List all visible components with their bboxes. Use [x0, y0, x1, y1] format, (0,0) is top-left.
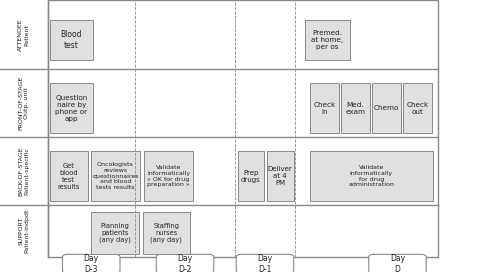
Text: Check
in: Check in [314, 102, 336, 115]
Text: Day
D-3: Day D-3 [84, 254, 99, 272]
Text: Check
out: Check out [406, 102, 428, 115]
Text: Day
D: Day D [390, 254, 405, 272]
FancyBboxPatch shape [142, 212, 190, 254]
FancyBboxPatch shape [156, 254, 214, 272]
FancyBboxPatch shape [341, 83, 370, 133]
Text: Staffing
nurses
(any day): Staffing nurses (any day) [150, 223, 182, 243]
Text: Chemo: Chemo [374, 105, 399, 111]
Text: Planning
patients
(any day): Planning patients (any day) [99, 223, 130, 243]
Text: Day
D-1: Day D-1 [258, 254, 272, 272]
FancyBboxPatch shape [62, 254, 120, 272]
FancyBboxPatch shape [50, 151, 88, 201]
Text: Validate
informatically
for drug
administration: Validate informatically for drug adminis… [348, 165, 394, 187]
Text: BACK-OF-STAGE
Patient-specific: BACK-OF-STAGE Patient-specific [18, 147, 29, 196]
FancyBboxPatch shape [310, 151, 432, 201]
Bar [48, 0, 438, 257]
Text: Question
naire by
phone or
app: Question naire by phone or app [55, 95, 88, 122]
FancyBboxPatch shape [236, 254, 294, 272]
FancyBboxPatch shape [50, 83, 92, 133]
Text: SUPPORT
Patient-indpdt: SUPPORT Patient-indpdt [18, 209, 29, 254]
Text: Blood
test: Blood test [60, 30, 82, 50]
FancyBboxPatch shape [91, 212, 138, 254]
Text: FRONT-OF-STAGE
Outp. unit: FRONT-OF-STAGE Outp. unit [18, 76, 29, 131]
FancyBboxPatch shape [144, 151, 193, 201]
Text: Oncologists
reviews
questionnaires
and blood
tests results: Oncologists reviews questionnaires and b… [92, 162, 139, 190]
Text: Med.
exam: Med. exam [346, 102, 366, 115]
FancyBboxPatch shape [50, 20, 92, 60]
Text: Prep
drugs: Prep drugs [241, 170, 260, 183]
FancyBboxPatch shape [403, 83, 432, 133]
Text: Deliver
at 4
PM: Deliver at 4 PM [268, 166, 292, 186]
FancyBboxPatch shape [305, 20, 350, 60]
Text: Get
blood
test
results: Get blood test results [58, 163, 80, 190]
Text: Validate
informatically
« OK for drug
preparation »: Validate informatically « OK for drug pr… [147, 165, 190, 187]
FancyBboxPatch shape [91, 151, 140, 201]
FancyBboxPatch shape [238, 151, 264, 201]
FancyBboxPatch shape [310, 83, 339, 133]
FancyBboxPatch shape [369, 254, 426, 272]
FancyBboxPatch shape [372, 83, 401, 133]
Text: Premed.
at home,
per os: Premed. at home, per os [312, 30, 344, 50]
Text: ATTENDEE
Patient: ATTENDEE Patient [18, 18, 29, 51]
Text: Day
D-2: Day D-2 [178, 254, 192, 272]
FancyBboxPatch shape [267, 151, 293, 201]
